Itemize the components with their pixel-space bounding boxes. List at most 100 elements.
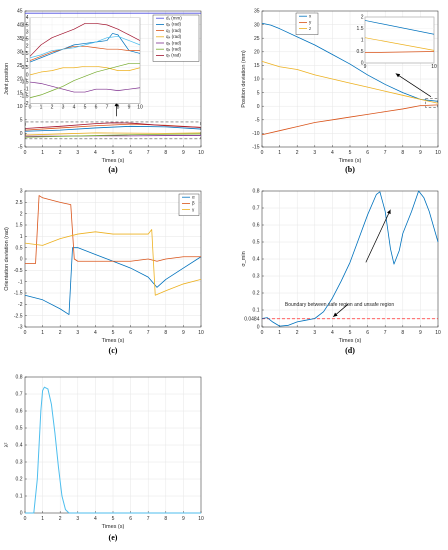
inset-y-tick-label: 1.5 (22, 51, 29, 57)
x-axis-label: Times (s) (102, 338, 125, 344)
x-tick-label: 2 (296, 150, 299, 156)
panel-d: 0 1 2 3 4 5 6 7 8 9 10 0 0.0484 0.1 0.2 0.3 0.4 0.5 0.6 0.7… (241, 189, 441, 355)
y-tick-label: -0.5 (14, 268, 23, 274)
legend-entry: q₆ (rad) (166, 47, 182, 52)
x-tick-label: 4 (331, 150, 334, 156)
boundary-annotation: Boundary between safe region and unsafe … (285, 302, 394, 308)
x-tick-label: 5 (112, 516, 115, 522)
y-tick-label: 2.5 (16, 200, 23, 206)
series-line (261, 104, 439, 136)
inset-series-line (29, 33, 141, 63)
y-axis-label: σ_min (241, 251, 247, 266)
inset-x-tick-label: 3 (62, 104, 65, 110)
inset-y-tick-label: 1.5 (357, 26, 364, 32)
panel-label: (c) (109, 346, 118, 355)
panel-label: (e) (109, 533, 118, 542)
x-tick-label: 10 (435, 330, 441, 336)
x-tick-label: 3 (76, 516, 79, 522)
series-line (24, 125, 202, 132)
y-tick-label: 0.5 (253, 240, 260, 246)
inset-series-line (29, 81, 141, 93)
y-tick-label: 2 (20, 211, 23, 217)
legend-entry: q₂ (rad) (166, 22, 182, 27)
x-tick-label: 1 (41, 330, 44, 336)
x-tick-label: 1 (278, 330, 281, 336)
series-line (24, 132, 202, 136)
y-tick-label: 0.8 (16, 375, 23, 381)
inset-y-tick-label: 3 (26, 29, 29, 35)
panel-e: 0 1 2 3 4 5 6 7 8 9 10 0 0.1 0.2 0.3 0.4 0.5 0.6 0.7 0.8 Tim… (4, 375, 204, 542)
x-tick-label: 8 (401, 150, 404, 156)
x-tick-label: 4 (94, 150, 97, 156)
legend-entry: β (192, 201, 195, 206)
x-tick-label: 0 (24, 330, 27, 336)
x-tick-label: 1 (41, 150, 44, 156)
y-axis-label: λ² (4, 443, 10, 448)
y-tick-label: -10 (252, 131, 259, 137)
x-tick-label: 8 (164, 330, 167, 336)
y-tick-label: 0 (20, 511, 23, 517)
x-tick-label: 6 (129, 330, 132, 336)
y-tick-label: 0 (20, 131, 23, 137)
legend-entry: γ (192, 207, 195, 212)
inset-y-tick-label: -1 (24, 87, 29, 93)
x-tick-label: 2 (59, 150, 62, 156)
y-tick-label: 0.4 (253, 257, 260, 263)
legend-entry: q₅ (rad) (166, 40, 182, 45)
x-tick-label: 7 (384, 330, 387, 336)
inset-y-tick-label: 2.5 (22, 37, 29, 43)
series-line (24, 229, 202, 296)
inset-series-line (29, 65, 141, 76)
x-tick-label: 7 (147, 150, 150, 156)
x-tick-label: 7 (147, 330, 150, 336)
legend-entry: q₇ (rad) (166, 53, 181, 58)
inset-y-tick-label: 1 (361, 37, 364, 43)
y-tick-label: -1 (18, 279, 23, 285)
y-tick-label: 0.0484 (244, 316, 260, 322)
inset-x-tick-label: 1 (40, 104, 43, 110)
x-tick-label: 6 (129, 150, 132, 156)
inset-x-tick-label: 0 (29, 104, 32, 110)
inset-y-tick-label: 0 (361, 60, 364, 66)
inset-series-line (29, 23, 141, 57)
annotation-arrow-upper-head (386, 209, 391, 215)
panel-c: 0 1 2 3 4 5 6 7 8 9 10 -3 -2.5 -2 -1.5 -1 -0.5 0 0.5 1 1.5 2 2… (4, 189, 204, 355)
inset-y-tick-label: -0.5 (20, 79, 29, 85)
annotation-arrow-head (333, 312, 338, 317)
x-tick-label: 4 (94, 330, 97, 336)
series-line (25, 135, 201, 137)
y-tick-label: 5 (20, 118, 23, 124)
y-tick-label: 10 (254, 77, 260, 83)
x-tick-label: 8 (164, 516, 167, 522)
y-tick-label: 0.5 (16, 245, 23, 251)
y-tick-label: 0.8 (253, 189, 260, 195)
y-tick-label: 20 (17, 77, 23, 83)
inset-y-tick-label: 1 (26, 58, 29, 64)
inset-x-tick-label: 8 (117, 104, 120, 110)
x-tick-label: 1 (278, 150, 281, 156)
y-tick-label: 35 (254, 9, 260, 15)
inset-series-line (29, 35, 141, 59)
x-tick-label: 0 (24, 150, 27, 156)
y-tick-label: 0.2 (253, 291, 260, 297)
y-tick-label: 0 (257, 325, 260, 331)
y-tick-label: 0 (20, 257, 23, 263)
series-line (261, 60, 439, 104)
y-tick-label: 0.5 (16, 426, 23, 432)
y-tick-label: -5 (18, 145, 23, 151)
series-line (24, 133, 202, 138)
inset-x-tick-label: 9 (128, 104, 131, 110)
panel-b: 0 1 2 3 4 5 6 7 8 9 10-15-10-505101520253035Times … (241, 9, 441, 174)
y-tick-label: 25 (254, 36, 260, 42)
inset-x-tick-label: 7 (106, 104, 109, 110)
x-tick-label: 7 (147, 516, 150, 522)
y-tick-label: -2 (18, 302, 23, 308)
x-tick-label: 4 (94, 516, 97, 522)
legend-box (152, 14, 200, 62)
y-tick-label: 1 (20, 234, 23, 240)
x-tick-label: 1 (41, 516, 44, 522)
inset-y-tick-label: 2 (361, 14, 364, 20)
legend-entry: α (192, 195, 195, 200)
inset-y-tick-label: 0 (26, 72, 29, 78)
